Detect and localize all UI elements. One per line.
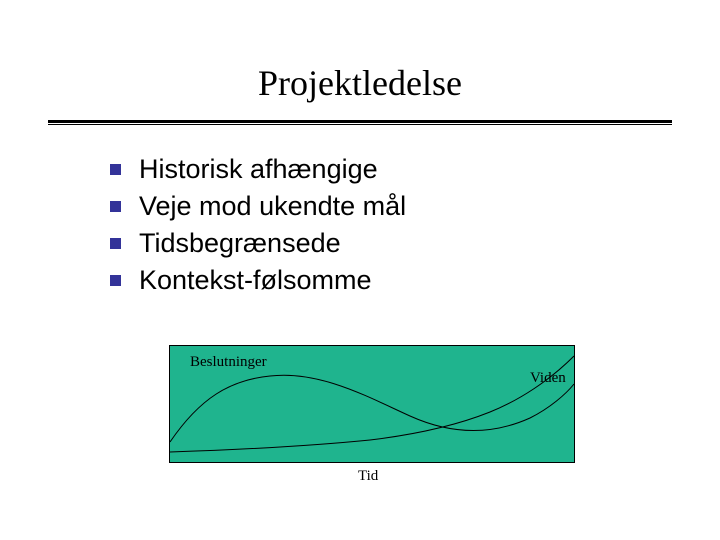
bullet-text: Veje mod ukendte mål [139, 191, 406, 222]
title-divider-inner [48, 124, 672, 125]
bullet-icon [110, 201, 121, 212]
series-label-viden: Viden [530, 370, 566, 387]
title-divider-outer [48, 120, 672, 123]
list-item: Tidsbegrænsede [110, 228, 406, 259]
bullet-text: Kontekst-følsomme [139, 265, 372, 296]
series-label-beslutninger: Beslutninger [190, 354, 267, 371]
bullet-text: Historisk afhængige [139, 154, 378, 185]
bullet-icon [110, 238, 121, 249]
list-item: Veje mod ukendte mål [110, 191, 406, 222]
page-title: Projektledelse [0, 62, 720, 104]
chart-box: Beslutninger Viden [169, 345, 575, 463]
list-item: Historisk afhængige [110, 154, 406, 185]
bullet-list: Historisk afhængige Veje mod ukendte mål… [110, 154, 406, 302]
list-item: Kontekst-følsomme [110, 265, 406, 296]
bullet-icon [110, 275, 121, 286]
slide: Projektledelse Historisk afhængige Veje … [0, 0, 720, 540]
xaxis-label: Tid [358, 468, 378, 485]
bullet-icon [110, 164, 121, 175]
bullet-text: Tidsbegrænsede [139, 228, 341, 259]
